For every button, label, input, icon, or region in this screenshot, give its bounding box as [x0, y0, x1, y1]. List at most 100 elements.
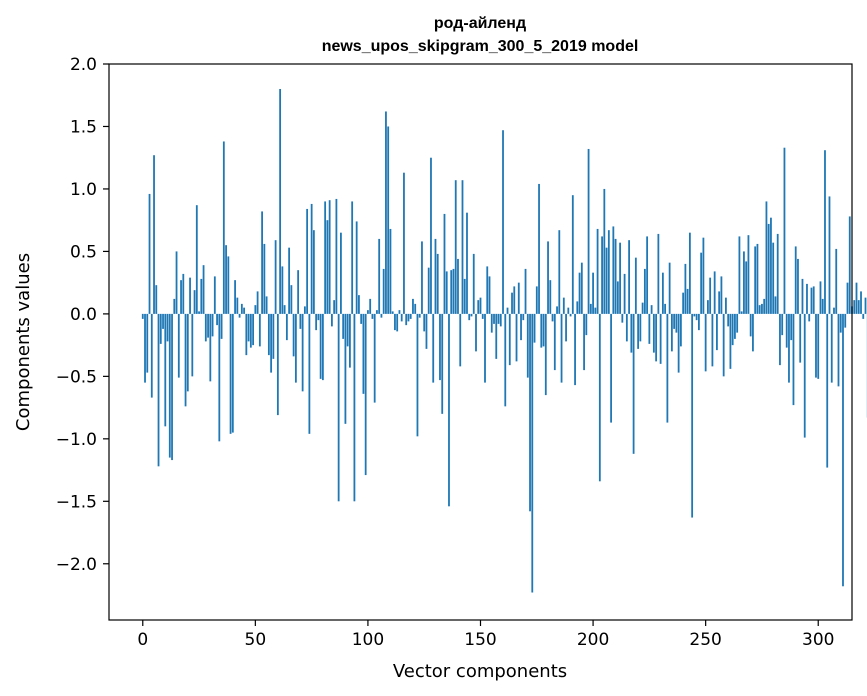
- bar-component-278: [767, 223, 770, 314]
- bar-component-58: [272, 313, 275, 359]
- bar-component-286: [785, 313, 788, 348]
- bar-component-46: [245, 313, 248, 356]
- bar-component-262: [731, 313, 734, 346]
- bar-component-11: [166, 313, 169, 342]
- bar-component-199: [589, 303, 592, 314]
- bar-component-99: [364, 313, 367, 476]
- bar-component-54: [263, 243, 266, 314]
- bar-component-23: [193, 290, 196, 314]
- bar-component-128: [430, 157, 432, 314]
- bar-component-246: [695, 313, 698, 321]
- bar-component-200: [592, 272, 594, 314]
- bar-component-210: [614, 238, 617, 314]
- bar-component-227: [652, 313, 655, 353]
- bar-component-125: [423, 313, 426, 332]
- bar-component-1: [144, 313, 146, 383]
- bar-component-150: [479, 297, 482, 314]
- bar-component-86: [335, 198, 338, 314]
- bar-component-84: [331, 313, 333, 327]
- bar-component-156: [493, 313, 495, 324]
- bar-component-45: [243, 307, 245, 314]
- bar-component-76: [312, 230, 315, 314]
- bar-component-314: [848, 216, 851, 314]
- bar-component-59: [274, 240, 277, 314]
- y-tick-label: −0.5: [56, 367, 97, 387]
- bar-component-213: [621, 313, 624, 323]
- bar-component-6: [155, 285, 158, 314]
- bar-component-10: [164, 313, 167, 427]
- bar-component-249: [702, 237, 705, 314]
- bar-component-69: [297, 270, 300, 314]
- bar-component-146: [470, 313, 473, 317]
- bar-component-24: [195, 205, 198, 314]
- bar-component-222: [641, 302, 644, 314]
- bar-component-113: [396, 313, 399, 332]
- bar-component-15: [175, 251, 178, 314]
- bar-component-275: [761, 303, 763, 314]
- bar-component-251: [707, 300, 709, 314]
- bar-component-61: [279, 88, 282, 314]
- bar-component-224: [646, 236, 649, 314]
- bar-component-255: [716, 313, 718, 351]
- bar-component-34: [218, 313, 221, 442]
- bar-component-272: [754, 246, 757, 314]
- bar-component-226: [650, 305, 653, 314]
- bar-component-101: [369, 298, 372, 314]
- y-tick-label: −2.0: [56, 555, 97, 575]
- bar-component-40: [231, 313, 234, 433]
- bar-component-117: [405, 313, 408, 326]
- bar-component-144: [466, 212, 468, 314]
- bar-component-204: [601, 236, 603, 314]
- y-tick-label: 2.0: [70, 55, 97, 75]
- bar-component-31: [211, 313, 214, 337]
- bar-component-263: [734, 313, 736, 339]
- bar-component-196: [583, 313, 585, 371]
- bar-component-38: [227, 256, 230, 314]
- bar-component-229: [657, 233, 660, 314]
- bar-component-169: [522, 313, 525, 321]
- bar-component-16: [177, 313, 180, 378]
- bar-component-50: [254, 305, 257, 314]
- bar-component-183: [553, 313, 556, 371]
- bar-component-0: [141, 313, 144, 319]
- bar-component-257: [720, 276, 723, 314]
- bar-component-98: [362, 313, 365, 394]
- bar-component-66: [290, 285, 293, 314]
- bar-component-26: [200, 278, 203, 314]
- bar-component-133: [441, 313, 444, 414]
- bar-component-29: [207, 313, 209, 338]
- bar-component-321: [864, 297, 867, 314]
- bar-component-303: [824, 150, 826, 314]
- bar-component-223: [643, 268, 646, 314]
- bar-component-234: [668, 262, 671, 314]
- bar-component-115: [400, 313, 403, 322]
- bar-component-244: [691, 313, 694, 518]
- bar-component-301: [819, 281, 822, 314]
- bar-component-167: [517, 282, 520, 314]
- bar-component-14: [173, 298, 176, 314]
- bar-component-65: [288, 247, 291, 314]
- bar-component-47: [247, 313, 250, 342]
- bar-component-130: [434, 238, 437, 314]
- bar-component-151: [481, 313, 484, 319]
- y-tick-label: −1.5: [56, 492, 97, 512]
- bar-component-217: [630, 313, 633, 353]
- bar-component-56: [267, 313, 270, 356]
- bar-component-149: [477, 300, 480, 314]
- bar-component-219: [634, 257, 637, 314]
- bar-component-105: [378, 238, 381, 314]
- bar-component-87: [337, 313, 340, 502]
- bar-component-170: [524, 268, 527, 314]
- bar-component-82: [326, 220, 329, 314]
- bar-component-39: [229, 313, 232, 434]
- bar-component-241: [684, 263, 687, 314]
- bar-component-92: [349, 313, 351, 368]
- bar-component-177: [540, 313, 543, 348]
- bar-component-266: [740, 311, 743, 314]
- bar-component-18: [182, 273, 185, 314]
- bar-component-106: [380, 313, 383, 318]
- bar-component-279: [770, 217, 772, 314]
- y-axis-ticks: 2.0 1.5 1.0 0.5 0.0 −0.5 −1.0 −1.5 −2.0: [56, 55, 109, 575]
- bar-component-35: [220, 313, 223, 339]
- bar-component-36: [222, 141, 225, 314]
